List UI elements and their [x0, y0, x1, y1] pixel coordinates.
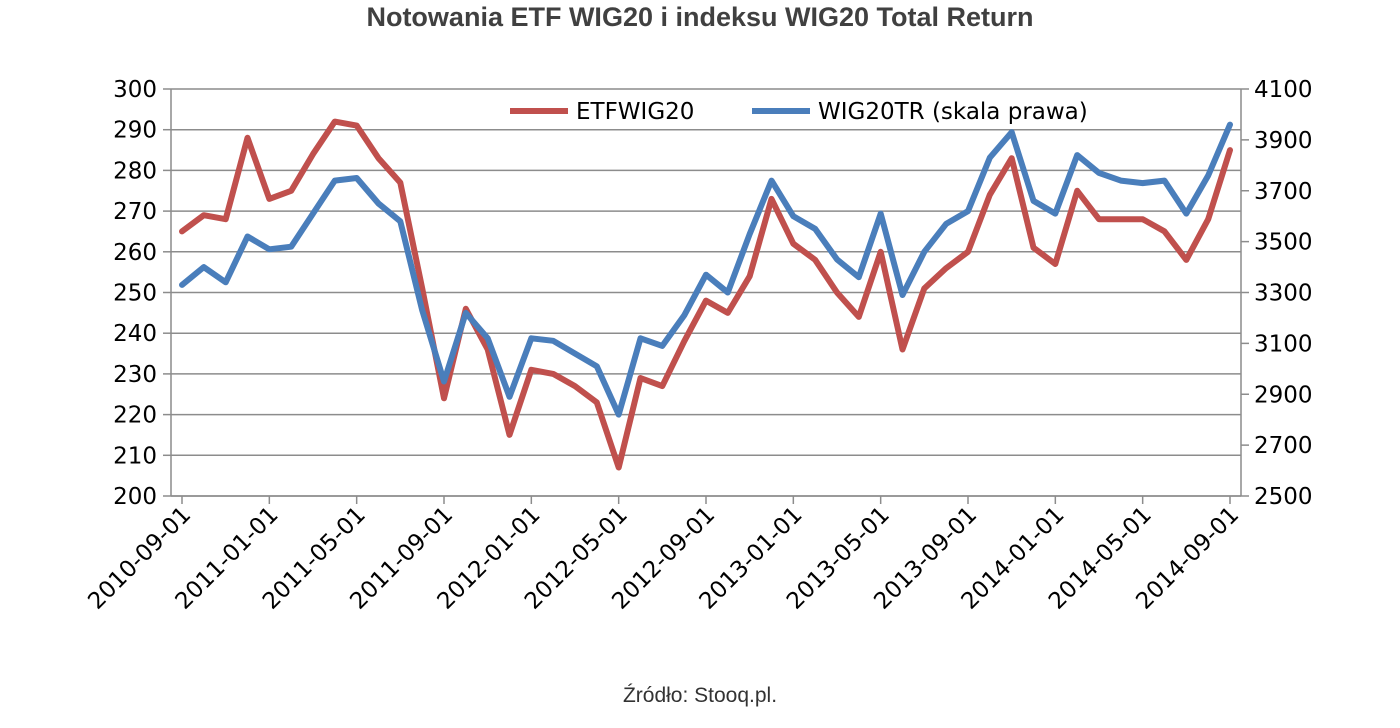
legend: ETFWIG20 WIG20TR (skala prawa): [510, 99, 1088, 125]
right-y-tick-label: 2900: [1254, 382, 1313, 408]
right-y-tick-label: 2700: [1254, 433, 1313, 459]
left-y-tick-label: 300: [113, 77, 157, 103]
chart-title: Notowania ETF WIG20 i indeksu WIG20 Tota…: [366, 2, 1034, 32]
left-y-tick-label: 240: [113, 321, 157, 347]
source-note: Źródło: Stooq.pl.: [622, 684, 778, 707]
left-y-tick-label: 220: [113, 403, 157, 429]
right-y-axis-ticks: 2500 2700 2900 3100 3300 3500 3700 3900 4100: [1254, 77, 1313, 510]
left-y-tick-label: 290: [113, 118, 157, 144]
series-line-2: [179, 121, 1233, 418]
series-lines: [179, 118, 1233, 471]
right-y-tick-label: 3300: [1254, 281, 1313, 307]
right-y-tick-label: 3700: [1254, 179, 1313, 205]
right-y-tick-label: 3100: [1254, 331, 1313, 357]
left-y-tick-label: 200: [113, 484, 157, 510]
gridlines: [163, 88, 1249, 497]
right-y-tick-label: 3500: [1254, 230, 1313, 256]
left-y-axis-ticks: 200 210 220 230 240 250 260 270 280 290 300: [113, 77, 157, 510]
left-y-tick-label: 280: [113, 158, 157, 184]
left-y-tick-label: 210: [113, 443, 157, 469]
right-y-tick-label: 2500: [1254, 484, 1313, 510]
legend-label: ETFWIG20: [576, 99, 694, 125]
right-y-tick-label: 3900: [1254, 128, 1313, 154]
left-y-tick-label: 230: [113, 362, 157, 388]
legend-label: WIG20TR (skala prawa): [818, 99, 1088, 125]
left-y-tick-label: 270: [113, 199, 157, 225]
x-axis-ticks: 2010-09-012011-01-012011-05-012011-09-01…: [83, 496, 1244, 615]
series-line-1: [179, 118, 1233, 471]
left-y-tick-label: 250: [113, 281, 157, 307]
right-y-tick-label: 4100: [1254, 77, 1313, 103]
line-chart: 200 210 220 230 240 250 260 270 280 290 300 2500 27…: [83, 77, 1313, 615]
left-y-tick-label: 260: [113, 240, 157, 266]
